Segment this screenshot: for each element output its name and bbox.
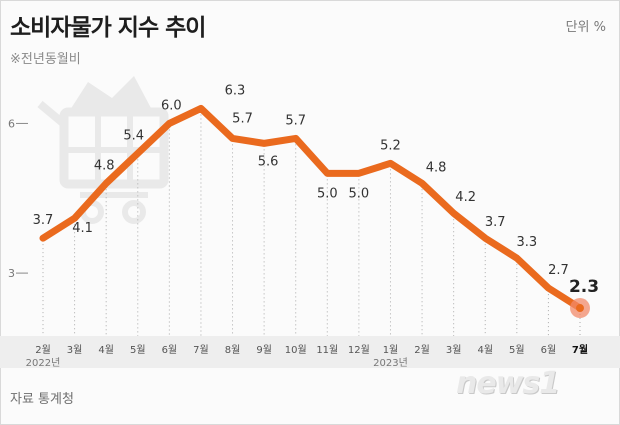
data-label: 4.8 bbox=[94, 158, 115, 173]
data-label: 5.0 bbox=[349, 186, 370, 201]
data-label: 3.3 bbox=[516, 235, 537, 250]
data-label: 5.2 bbox=[380, 138, 401, 153]
y-tick-label: 6 bbox=[8, 117, 15, 130]
x-tick-label: 5월 bbox=[130, 344, 146, 356]
shopping-cart-icon bbox=[37, 76, 169, 224]
x-tick-label: 11월 bbox=[316, 344, 338, 356]
x-tick-label: 6월 bbox=[541, 344, 557, 356]
unit-label: 단위 % bbox=[565, 20, 606, 35]
guide-lines bbox=[42, 114, 581, 336]
data-label: 5.0 bbox=[317, 186, 338, 201]
y-axis: 36 bbox=[8, 117, 28, 280]
chart-subtitle: ※전년동월비 bbox=[10, 52, 81, 67]
last-point-dot bbox=[576, 304, 584, 313]
data-label: 3.7 bbox=[33, 213, 54, 228]
x-axis-band bbox=[0, 336, 620, 368]
x-tick-label: 7월 bbox=[572, 344, 588, 356]
x-tick-label: 4월 bbox=[98, 344, 114, 356]
data-label: 5.7 bbox=[285, 113, 306, 128]
data-label: 6.0 bbox=[161, 98, 182, 113]
data-label: 2.7 bbox=[548, 263, 569, 278]
data-label: 3.7 bbox=[485, 215, 506, 230]
data-labels: 3.7 4.1 4.8 5.4 6.0 6.3 5.7 5.6 5.7 5.0 5.0 5.2 4.8 4… bbox=[33, 83, 599, 297]
data-label: 4.8 bbox=[426, 160, 447, 175]
x-year-label: 2022년 bbox=[26, 357, 61, 369]
x-tick-label: 9월 bbox=[256, 344, 272, 356]
x-tick-label: 8월 bbox=[225, 344, 241, 356]
x-tick-label: 4월 bbox=[477, 344, 493, 356]
x-tick-label: 10월 bbox=[285, 344, 307, 356]
data-label: 5.7 bbox=[232, 111, 253, 126]
x-tick-label: 2월 bbox=[35, 344, 51, 356]
data-label: 5.6 bbox=[258, 154, 279, 169]
x-year-label: 2023년 bbox=[373, 357, 408, 369]
x-axis: 2월 3월 4월 5월 6월 7월 8월 9월 10월 11월 12월 1월 2월 3월 4월 5월 6월 7월 2… bbox=[26, 344, 588, 369]
data-label: 5.4 bbox=[123, 128, 144, 143]
x-tick-label: 6월 bbox=[162, 344, 178, 356]
data-label: 6.3 bbox=[225, 83, 246, 98]
chart-title: 소비자물가 지수 추이 bbox=[10, 15, 206, 41]
data-label: 4.1 bbox=[72, 221, 93, 236]
source-note: 자료 통계청 bbox=[10, 392, 74, 407]
data-label: 4.2 bbox=[455, 190, 476, 205]
x-tick-label: 3월 bbox=[446, 344, 462, 356]
x-tick-label: 5월 bbox=[509, 344, 525, 356]
x-tick-label: 1월 bbox=[383, 344, 399, 356]
x-tick-label: 7월 bbox=[193, 344, 209, 356]
series-line-group bbox=[39, 104, 590, 319]
y-tick-label: 3 bbox=[8, 267, 15, 280]
x-tick-label: 3월 bbox=[67, 344, 83, 356]
x-tick-label: 2월 bbox=[414, 344, 430, 356]
series-line bbox=[39, 104, 584, 312]
x-tick-label: 12월 bbox=[348, 344, 370, 356]
news1-logo: news1 bbox=[456, 366, 560, 401]
data-label: 2.3 bbox=[569, 277, 599, 297]
